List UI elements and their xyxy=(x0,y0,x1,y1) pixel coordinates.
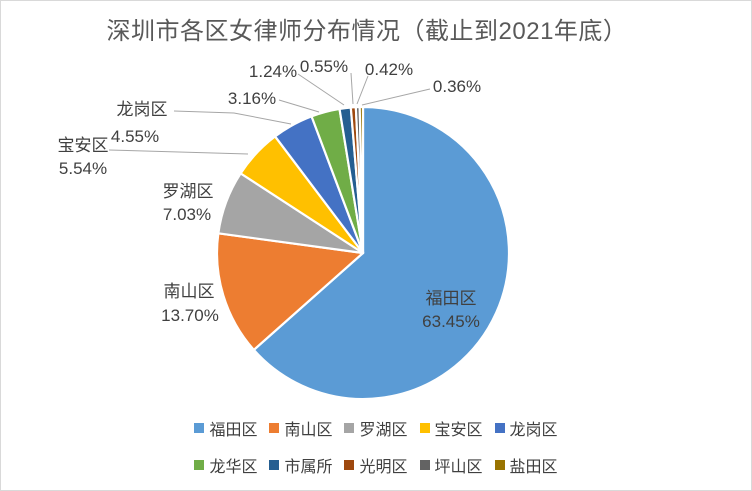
legend-item-futian: 福田区 xyxy=(194,416,257,440)
legend-swatch-longgang xyxy=(494,423,505,433)
slice-label-percent-baoan: 5.54% xyxy=(59,159,107,178)
slice-label-percent-luohu: 7.03% xyxy=(163,205,211,224)
legend-label-baoan: 宝安区 xyxy=(434,422,483,439)
slice-label-percent-longhua: 3.16% xyxy=(228,89,276,108)
leader-line-longhua xyxy=(278,99,320,113)
legend-item-yantian: 盐田区 xyxy=(494,453,558,477)
legend-swatch-yantian xyxy=(494,460,505,470)
legend-label-luohu: 罗湖区 xyxy=(359,422,408,439)
legend-label-guangming: 光明区 xyxy=(359,459,408,476)
slice-label-percent-pingshan: 0.42% xyxy=(365,60,413,79)
leader-line-pingshan xyxy=(356,75,369,105)
legend-item-luohu: 罗湖区 xyxy=(344,416,408,440)
legend-item-shishusuo: 市属所 xyxy=(269,453,332,477)
slice-label-name-luohu: 罗湖区 xyxy=(163,182,214,201)
legend-item-nanshan: 南山区 xyxy=(269,416,332,440)
pie-slice-yantian xyxy=(358,105,365,255)
legend-swatch-baoan xyxy=(419,423,430,433)
pie-slice-nanshan xyxy=(215,232,365,351)
legend-swatch-guangming xyxy=(344,460,355,470)
legend-swatch-shishusuo xyxy=(269,460,280,470)
legend-item-guangming: 光明区 xyxy=(344,453,408,477)
legend-item-longgang: 龙岗区 xyxy=(494,416,558,440)
legend-swatch-pingshan xyxy=(419,460,430,470)
slice-label-percent-guangming: 0.55% xyxy=(300,57,348,76)
legend-label-yantian: 盐田区 xyxy=(509,459,558,476)
slice-label-percent-nanshan: 13.70% xyxy=(161,306,219,325)
slice-label-name-nanshan: 南山区 xyxy=(164,282,215,301)
legend-swatch-futian xyxy=(194,423,205,433)
leader-line-yantian xyxy=(361,88,431,106)
leader-line-baoan xyxy=(108,149,249,155)
legend-label-shishusuo: 市属所 xyxy=(284,459,333,476)
legend-row-2: 龙华区 市属所 光明区 坪山区 盐田区 xyxy=(1,453,751,477)
slice-label-name-futian: 福田区 xyxy=(426,289,477,308)
legend-item-pingshan: 坪山区 xyxy=(419,453,483,477)
slice-label-percent-yantian: 0.36% xyxy=(433,77,481,96)
legend-label-futian: 福田区 xyxy=(209,422,258,439)
legend-label-longhua: 龙华区 xyxy=(209,459,258,476)
chart-title: 深圳市各区女律师分布情况（截止到2021年底） xyxy=(106,18,628,45)
leader-line-guangming xyxy=(350,72,354,105)
slice-label-name-longgang: 龙岗区 xyxy=(117,100,168,119)
slice-label-percent-futian: 63.45% xyxy=(422,312,480,331)
legend-label-pingshan: 坪山区 xyxy=(434,459,483,476)
slice-label-percent-longgang: 4.55% xyxy=(111,127,159,146)
legend-swatch-longhua xyxy=(194,460,205,470)
slice-label-name-baoan: 宝安区 xyxy=(58,136,109,155)
leader-line-shishusuo xyxy=(297,73,345,106)
legend-label-longgang: 龙岗区 xyxy=(509,422,558,439)
legend-swatch-luohu xyxy=(344,423,355,433)
legend-item-longhua: 龙华区 xyxy=(194,453,257,477)
legend-swatch-nanshan xyxy=(269,423,280,433)
leader-line-longgang xyxy=(173,110,292,125)
legend-label-nanshan: 南山区 xyxy=(284,422,333,439)
legend-item-baoan: 宝安区 xyxy=(419,416,483,440)
legend-row-1: 福田区 南山区 罗湖区 宝安区 龙岗区 xyxy=(1,416,751,440)
slice-label-percent-shishusuo: 1.24% xyxy=(249,62,297,81)
pie-slice-futian xyxy=(252,105,511,401)
